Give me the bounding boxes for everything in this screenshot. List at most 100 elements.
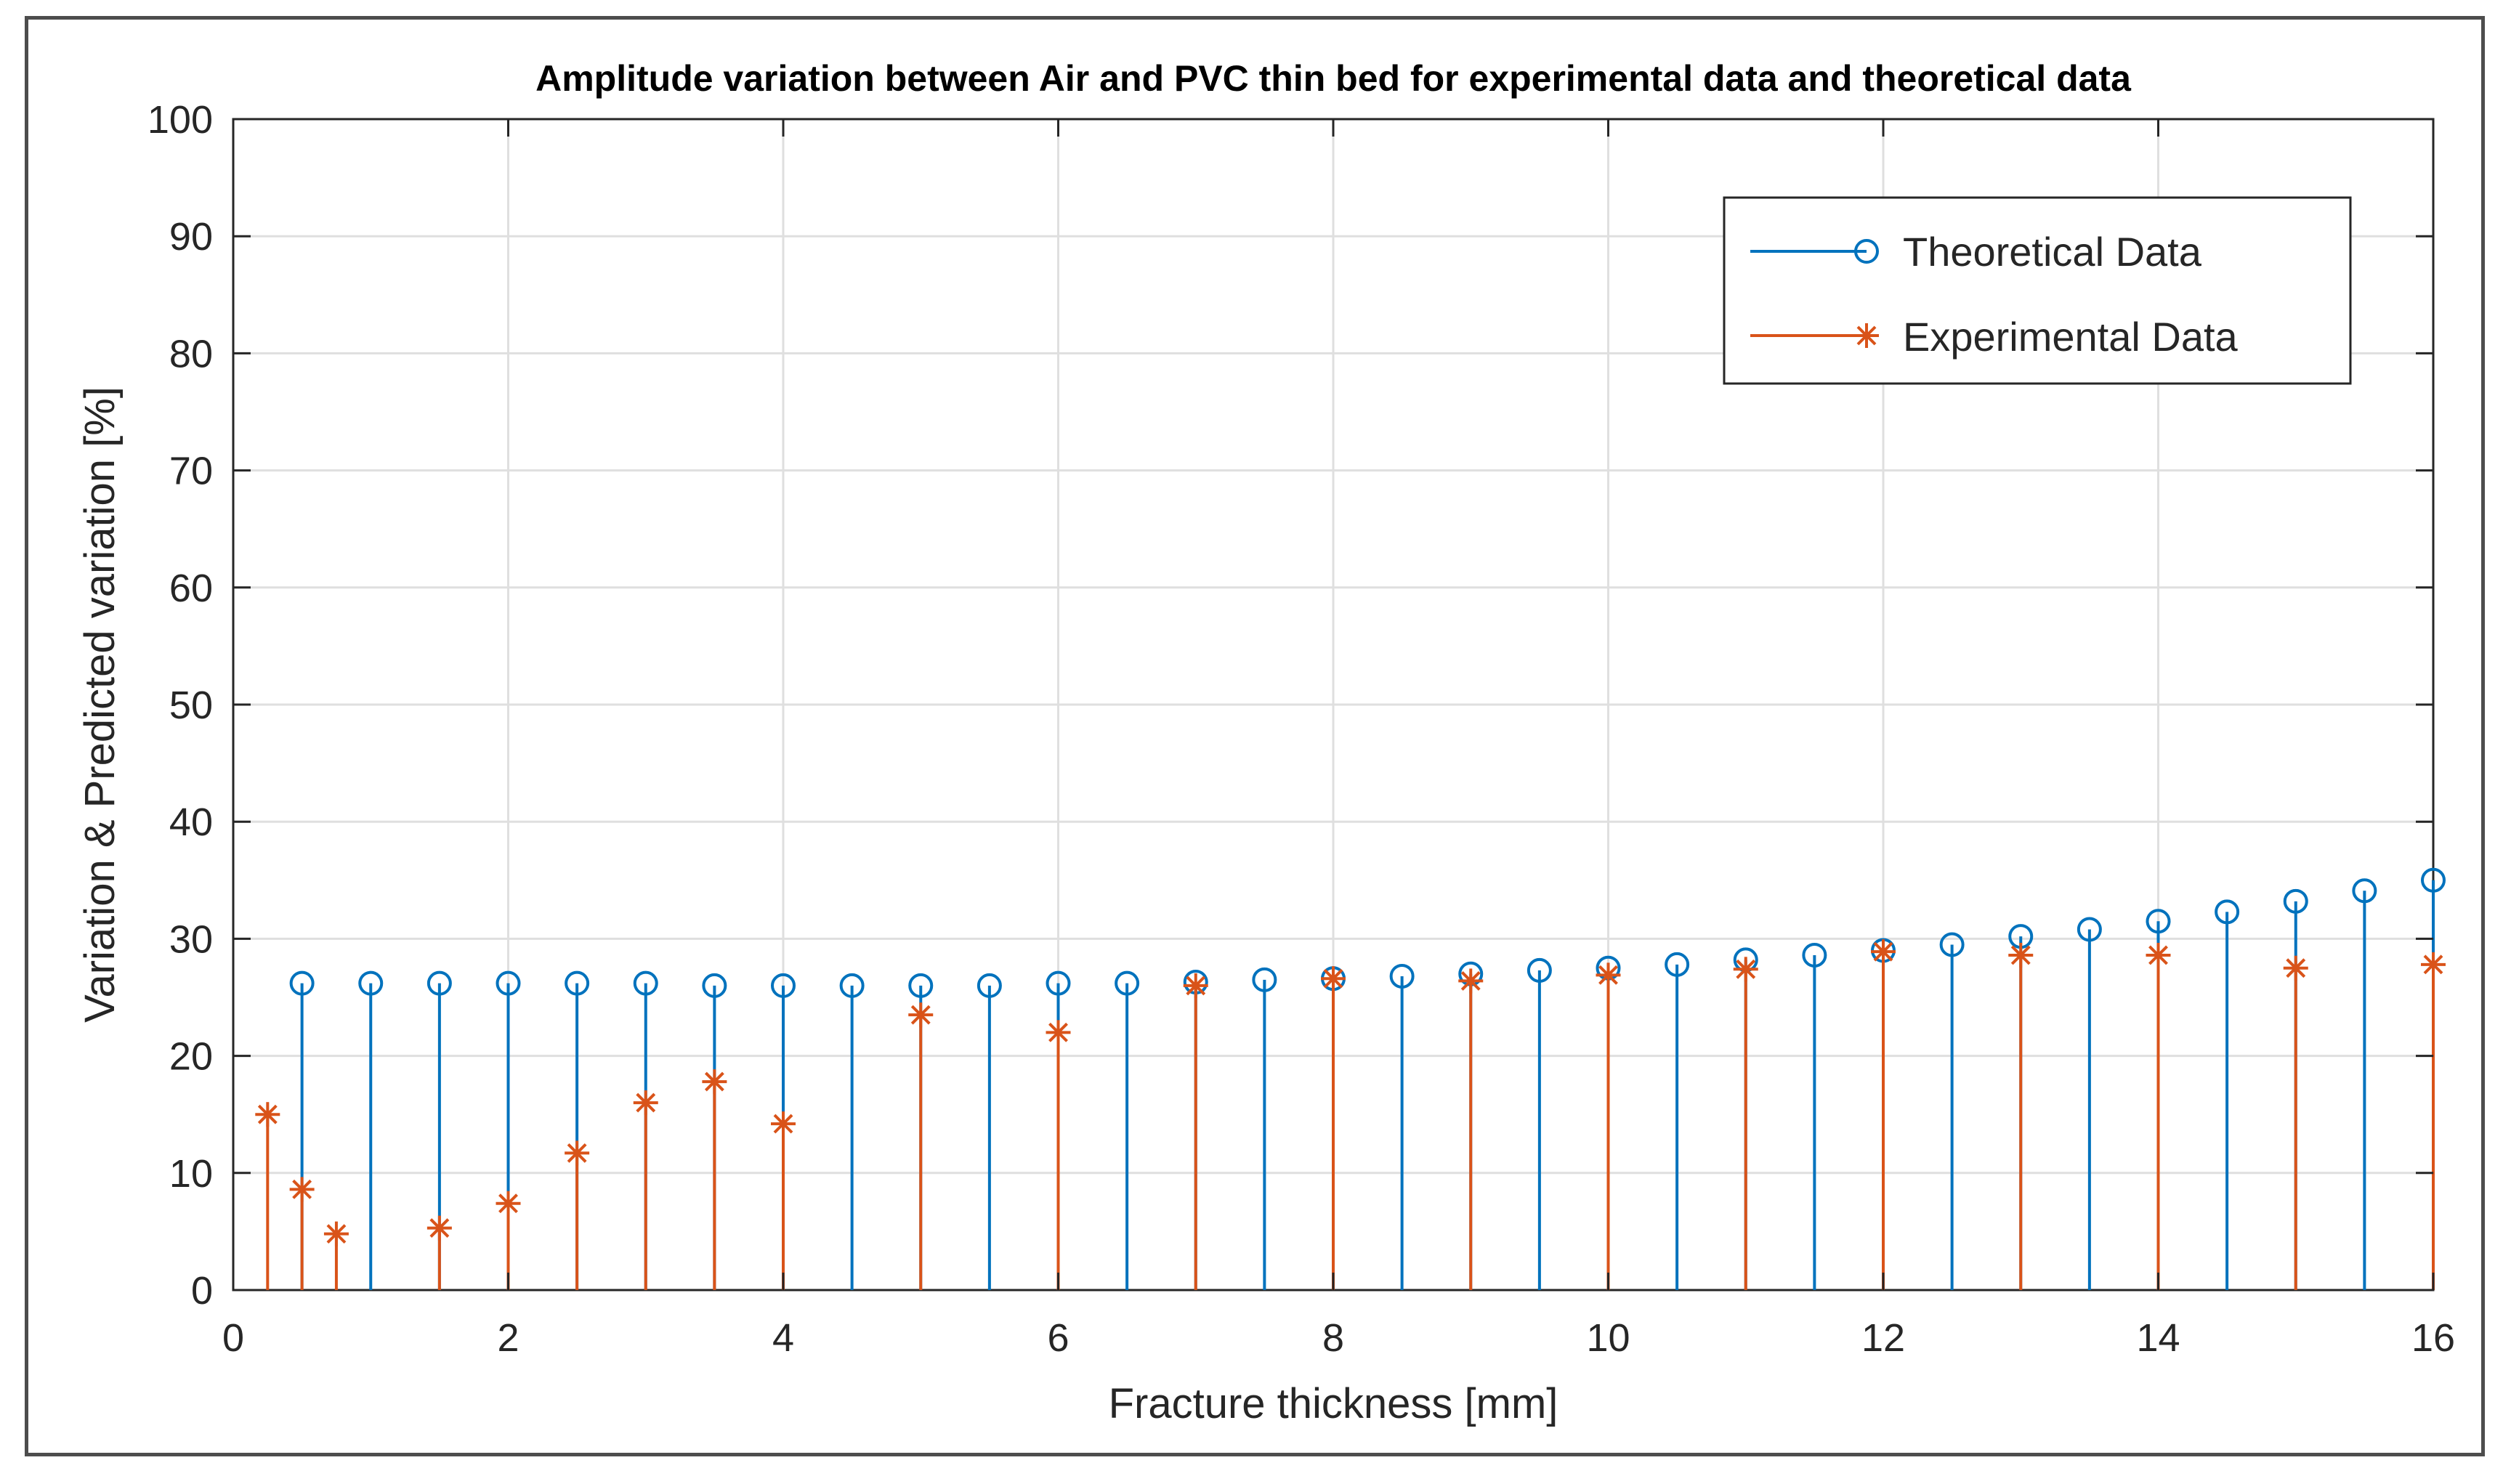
experimental-marker [1733,957,1758,982]
chart-title: Amplitude variation between Air and PVC … [535,58,2132,99]
experimental-marker [633,1090,658,1116]
experimental-marker [2008,942,2034,968]
x-tick-label: 14 [2136,1316,2180,1360]
theoretical-marker [1939,932,1965,957]
theoretical-marker [2077,917,2102,942]
experimental-marker [496,1191,521,1216]
theoretical-marker [771,973,796,998]
theoretical-marker [1389,963,1415,989]
theoretical-marker [2352,878,2377,904]
theoretical-marker [839,973,865,998]
series-theoretical [289,867,2446,1290]
theoretical-marker [702,973,727,998]
legend-asterisk [1854,323,1879,348]
theoretical-marker [1527,957,1552,983]
stem-chart: 0 2 4 6 8 10 12 14 16 0 10 20 30 40 50 60 70 80 90 100 Ampl… [76,58,2455,1427]
asterisk-stroke [2010,945,2031,965]
asterisk-stroke [910,1005,931,1025]
y-tick-label: 80 [169,332,213,376]
y-tick-label: 60 [169,567,213,610]
experimental-marker [702,1069,727,1095]
legend-box [1723,196,2352,385]
theoretical-marker [358,970,384,996]
asterisk-stroke [1873,941,1893,962]
theoretical-marker [2283,888,2308,914]
asterisk-stroke [257,1104,278,1124]
x-tick-label: 4 [772,1316,794,1360]
experimental-marker [1458,968,1484,994]
y-tick-label: 70 [169,450,213,493]
theoretical-marker [565,970,590,996]
asterisk-stroke [773,1114,793,1134]
theoretical-marker [633,970,658,996]
theoretical-marker [289,970,315,996]
asterisk-stroke [1736,959,1756,979]
asterisk-stroke [1460,970,1481,991]
asterisk-stroke [1048,1022,1068,1042]
theoretical-marker [1665,952,1690,977]
experimental-marker [2283,955,2308,981]
asterisk-stroke [498,1193,518,1214]
theoretical-marker [2421,867,2446,893]
experimental-marker [565,1140,590,1166]
theoretical-marker [2146,909,2171,934]
experimental-marker [2146,942,2171,968]
experimental-marker [1871,939,1896,965]
theoretical-marker [426,970,452,996]
asterisk-stroke [1186,976,1206,996]
y-tick-label: 20 [169,1035,213,1079]
experimental-marker [1046,1020,1071,1045]
theoretical-marker [908,973,934,998]
experimental-marker [1321,966,1346,992]
series-experimental [255,939,2446,1290]
experimental-marker [323,1221,349,1246]
figure-frame: 0 2 4 6 8 10 12 14 16 0 10 20 30 40 50 60 70 80 90 100 Ampl… [25,16,2485,1456]
x-tick-label: 16 [2411,1316,2455,1360]
x-tick-label: 12 [1861,1316,1905,1360]
theoretical-marker [2215,899,2240,925]
y-axis-title: Variation & Predicted variation [%] [76,386,124,1023]
y-tick-label: 40 [169,800,213,844]
asterisk-stroke [1856,325,1877,346]
x-tick-label: 8 [1322,1316,1344,1360]
x-axis-title: Fracture thickness [mm] [1109,1380,1558,1427]
asterisk-stroke [567,1143,587,1163]
asterisk-stroke [1323,968,1343,989]
asterisk-stroke [2148,945,2168,965]
experimental-marker [426,1215,452,1241]
experimental-marker [771,1111,796,1137]
experimental-marker [908,1002,934,1028]
legend: Theoretical Data Experimental Data [1723,196,2352,385]
theoretical-marker [1252,967,1277,992]
y-tick-label: 100 [147,98,213,142]
asterisk-stroke [326,1224,347,1244]
x-tick-label: 2 [497,1316,519,1360]
asterisk-stroke [2423,954,2443,975]
theoretical-marker [1115,970,1140,996]
y-tick-label: 50 [169,684,213,727]
theoretical-marker [976,973,1002,998]
tick-layer: 0 2 4 6 8 10 12 14 16 0 10 20 30 40 50 60 70 80 90 100 [147,98,2455,1360]
y-tick-label: 90 [169,215,213,259]
asterisk-stroke [1598,965,1618,985]
asterisk-stroke [636,1092,656,1113]
theoretical-marker [496,970,521,996]
legend-experimental-label: Experimental Data [1903,314,2239,360]
theoretical-marker [1046,970,1071,996]
experimental-marker [1596,962,1621,988]
legend-theoretical-marker [1854,239,1879,264]
legend-theoretical-label: Theoretical Data [1903,229,2202,275]
y-tick-label: 0 [191,1269,213,1313]
asterisk-stroke [2286,958,2306,978]
y-tick-label: 30 [169,917,213,961]
asterisk-stroke [704,1071,724,1092]
x-tick-label: 6 [1047,1316,1069,1360]
experimental-marker [2421,952,2446,977]
experimental-marker [1183,973,1208,998]
experimental-marker [255,1102,280,1127]
experimental-marker [289,1177,315,1202]
series-layer [255,867,2446,1290]
asterisk-stroke [429,1218,450,1238]
y-tick-label: 10 [169,1152,213,1196]
x-tick-label: 0 [222,1316,244,1360]
